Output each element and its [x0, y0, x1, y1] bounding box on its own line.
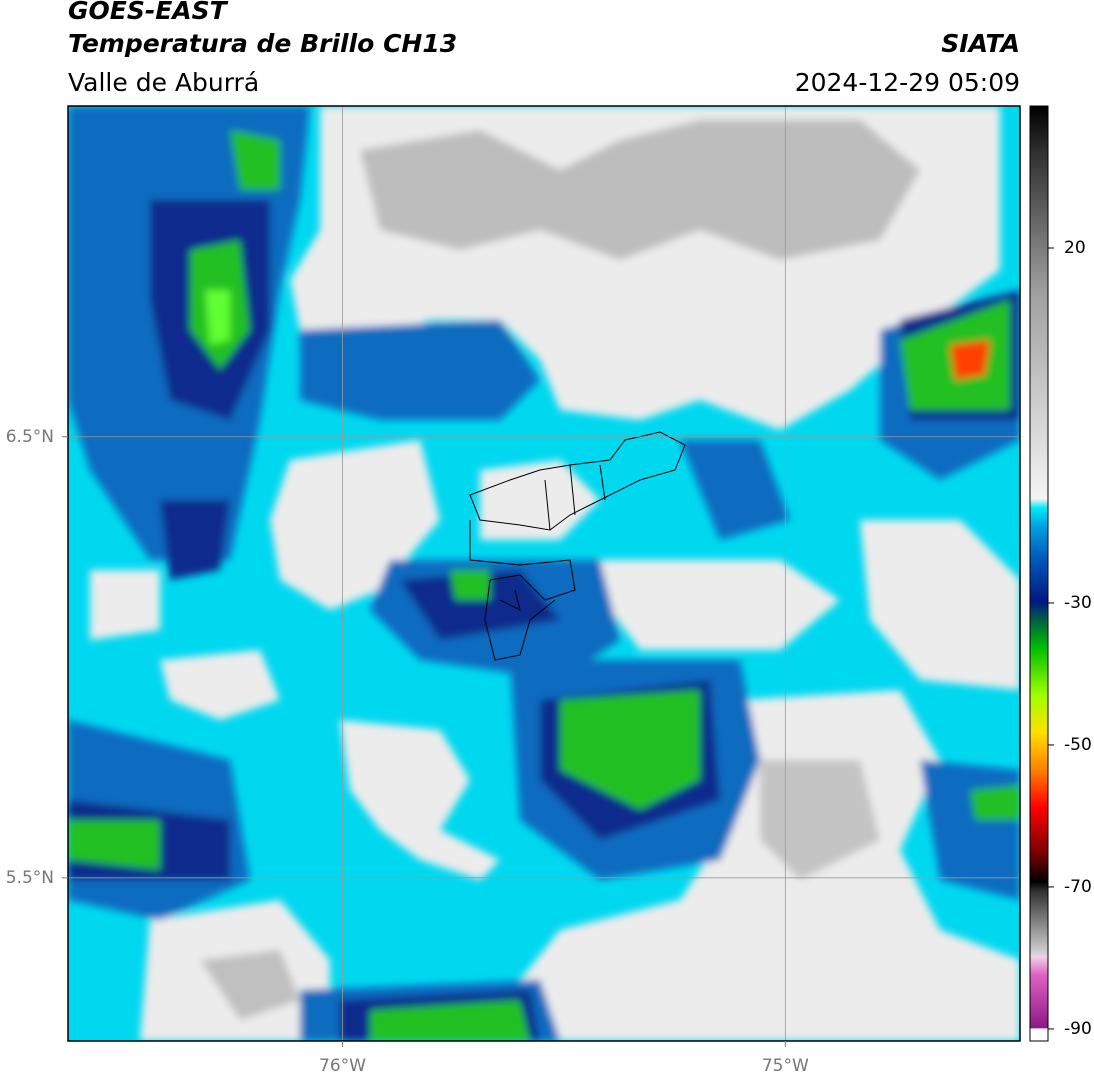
source: GOES-EAST	[68, 0, 229, 25]
municipal-boundaries	[469, 431, 686, 661]
agency: SIATA	[941, 29, 1020, 58]
colorbar-tick-label: 20	[1064, 238, 1086, 258]
colorbar-tick-label: -30	[1064, 593, 1092, 613]
graticule	[68, 106, 1020, 1041]
colorbar	[1029, 105, 1049, 1042]
y-tick-label: 6.5°N	[6, 427, 54, 447]
satellite-image	[68, 106, 1020, 1041]
colorbar-tick-label: -70	[1064, 877, 1092, 897]
colorbar-tick-label: -50	[1064, 735, 1092, 755]
x-tick-label: 75°W	[762, 1056, 809, 1076]
map-frame	[67, 105, 1021, 1042]
timestamp: 2024-12-29 05:09	[795, 68, 1020, 97]
colorbar-tick-label: -90	[1064, 1019, 1092, 1039]
region: Valle de Aburrá	[68, 68, 259, 97]
y-tick-label: 5.5°N	[6, 868, 54, 888]
product: Temperatura de Brillo CH13	[68, 29, 457, 58]
x-tick-label: 76°W	[319, 1056, 366, 1076]
